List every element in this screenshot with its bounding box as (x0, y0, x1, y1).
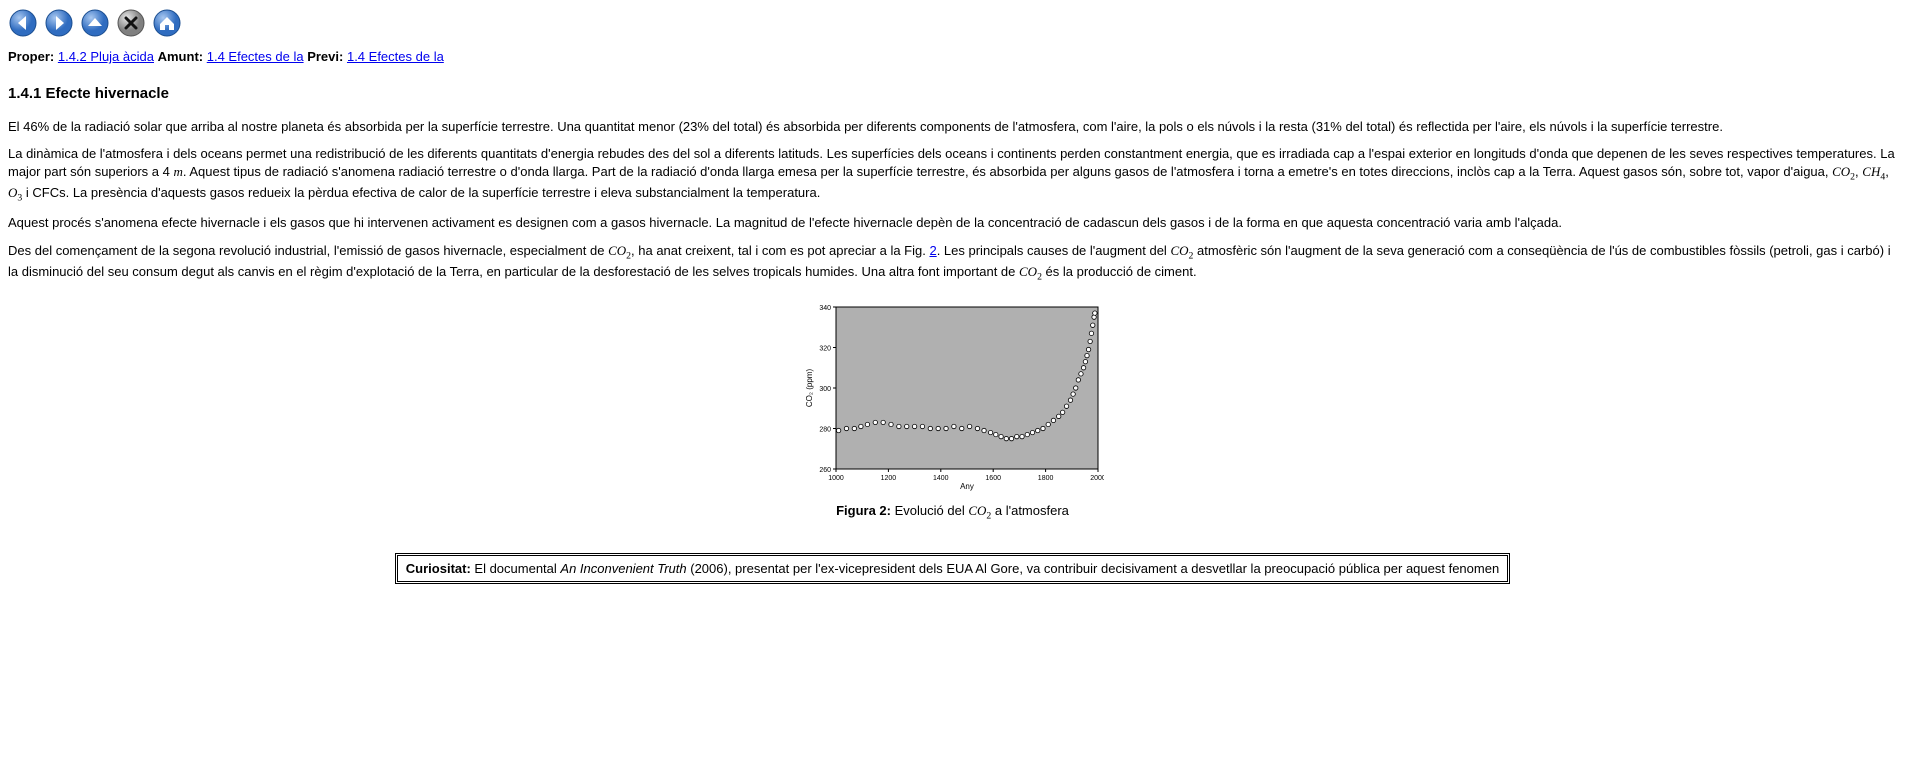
curiositat-box: Curiositat: El documental An Inconvenien… (395, 553, 1510, 585)
caption-prefix: Figura 2: (836, 503, 891, 518)
svg-text:300: 300 (819, 386, 831, 393)
svg-text:2000: 2000 (1090, 475, 1104, 482)
p4-f2: CO2 (1170, 243, 1193, 258)
breadcrumb: Proper: 1.4.2 Pluja àcida Amunt: 1.4 Efe… (8, 48, 1897, 66)
back-button[interactable] (8, 8, 38, 38)
curiositat-label: Curiositat: (406, 561, 471, 576)
page-title: 1.4.1 Efecte hivernacle (8, 84, 1897, 104)
p2-f1: m (173, 164, 182, 179)
proper-label: Proper: (8, 49, 54, 64)
svg-text:1600: 1600 (985, 475, 1001, 482)
p4-t5: és la producció de ciment. (1042, 264, 1197, 279)
p2-t2: . Aquest tipus de radiació s'anomena rad… (183, 164, 1832, 179)
svg-text:260: 260 (819, 467, 831, 474)
paragraph-2: La dinàmica de l'atmosfera i dels oceans… (8, 145, 1897, 204)
up-button[interactable] (80, 8, 110, 38)
svg-text:Any: Any (960, 482, 974, 491)
p2-f2: CO2 (1832, 164, 1855, 179)
nav-icon-row (8, 8, 1897, 38)
p2-f3: CH4 (1862, 164, 1885, 179)
svg-text:1000: 1000 (828, 475, 844, 482)
curiositat-t2: (2006), presentat per l'ex-vicepresident… (687, 561, 1500, 576)
p2-t4: , (1885, 164, 1889, 179)
svg-text:340: 340 (819, 305, 831, 312)
caption-formula: CO2 (968, 503, 991, 518)
previ-link[interactable]: 1.4 Efectes de la (347, 49, 444, 64)
curiositat-t1: El documental (471, 561, 561, 576)
p4-t2: , ha anat creixent, tal i com es pot apr… (631, 243, 929, 258)
svg-text:320: 320 (819, 346, 831, 353)
proper-link[interactable]: 1.4.2 Pluja àcida (58, 49, 154, 64)
co2-chart: 1000 1200 1400 1600 1800 2000 260 280 300 320 340 A… (802, 301, 1104, 491)
p2-f4: O3 (8, 185, 22, 200)
caption-t2: a l'atmosfera (991, 503, 1069, 518)
amunt-link[interactable]: 1.4 Efectes de la (207, 49, 304, 64)
p4-f1: CO2 (608, 243, 631, 258)
paragraph-4: Des del començament de la segona revoluc… (8, 242, 1897, 284)
previ-label: Previ: (307, 49, 343, 64)
p4-t3: . Les principals causes de l'augment del (937, 243, 1171, 258)
stop-button[interactable] (116, 8, 146, 38)
figure-2: 1000 1200 1400 1600 1800 2000 260 280 300 320 340 A… (8, 301, 1897, 522)
svg-text:280: 280 (819, 427, 831, 434)
forward-button[interactable] (44, 8, 74, 38)
home-button[interactable] (152, 8, 182, 38)
figure-caption: Figura 2: Evolució del CO2 a l'atmosfera (8, 502, 1897, 523)
paragraph-3: Aquest procés s'anomena efecte hivernacl… (8, 214, 1897, 232)
p2-t5: i CFCs. La presència d'aquests gasos red… (22, 185, 820, 200)
paragraph-1: El 46% de la radiació solar que arriba a… (8, 118, 1897, 136)
p4-t1: Des del començament de la segona revoluc… (8, 243, 608, 258)
caption-t1: Evolució del (891, 503, 968, 518)
p4-f3: CO2 (1019, 264, 1042, 279)
svg-text:1800: 1800 (1037, 475, 1053, 482)
amunt-label: Amunt: (158, 49, 204, 64)
svg-text:CO₂ (ppm): CO₂ (ppm) (805, 369, 814, 408)
svg-text:1200: 1200 (880, 475, 896, 482)
curiositat-em: An Inconvenient Truth (560, 561, 686, 576)
svg-text:1400: 1400 (933, 475, 949, 482)
figure-ref-link[interactable]: 2 (929, 243, 936, 258)
